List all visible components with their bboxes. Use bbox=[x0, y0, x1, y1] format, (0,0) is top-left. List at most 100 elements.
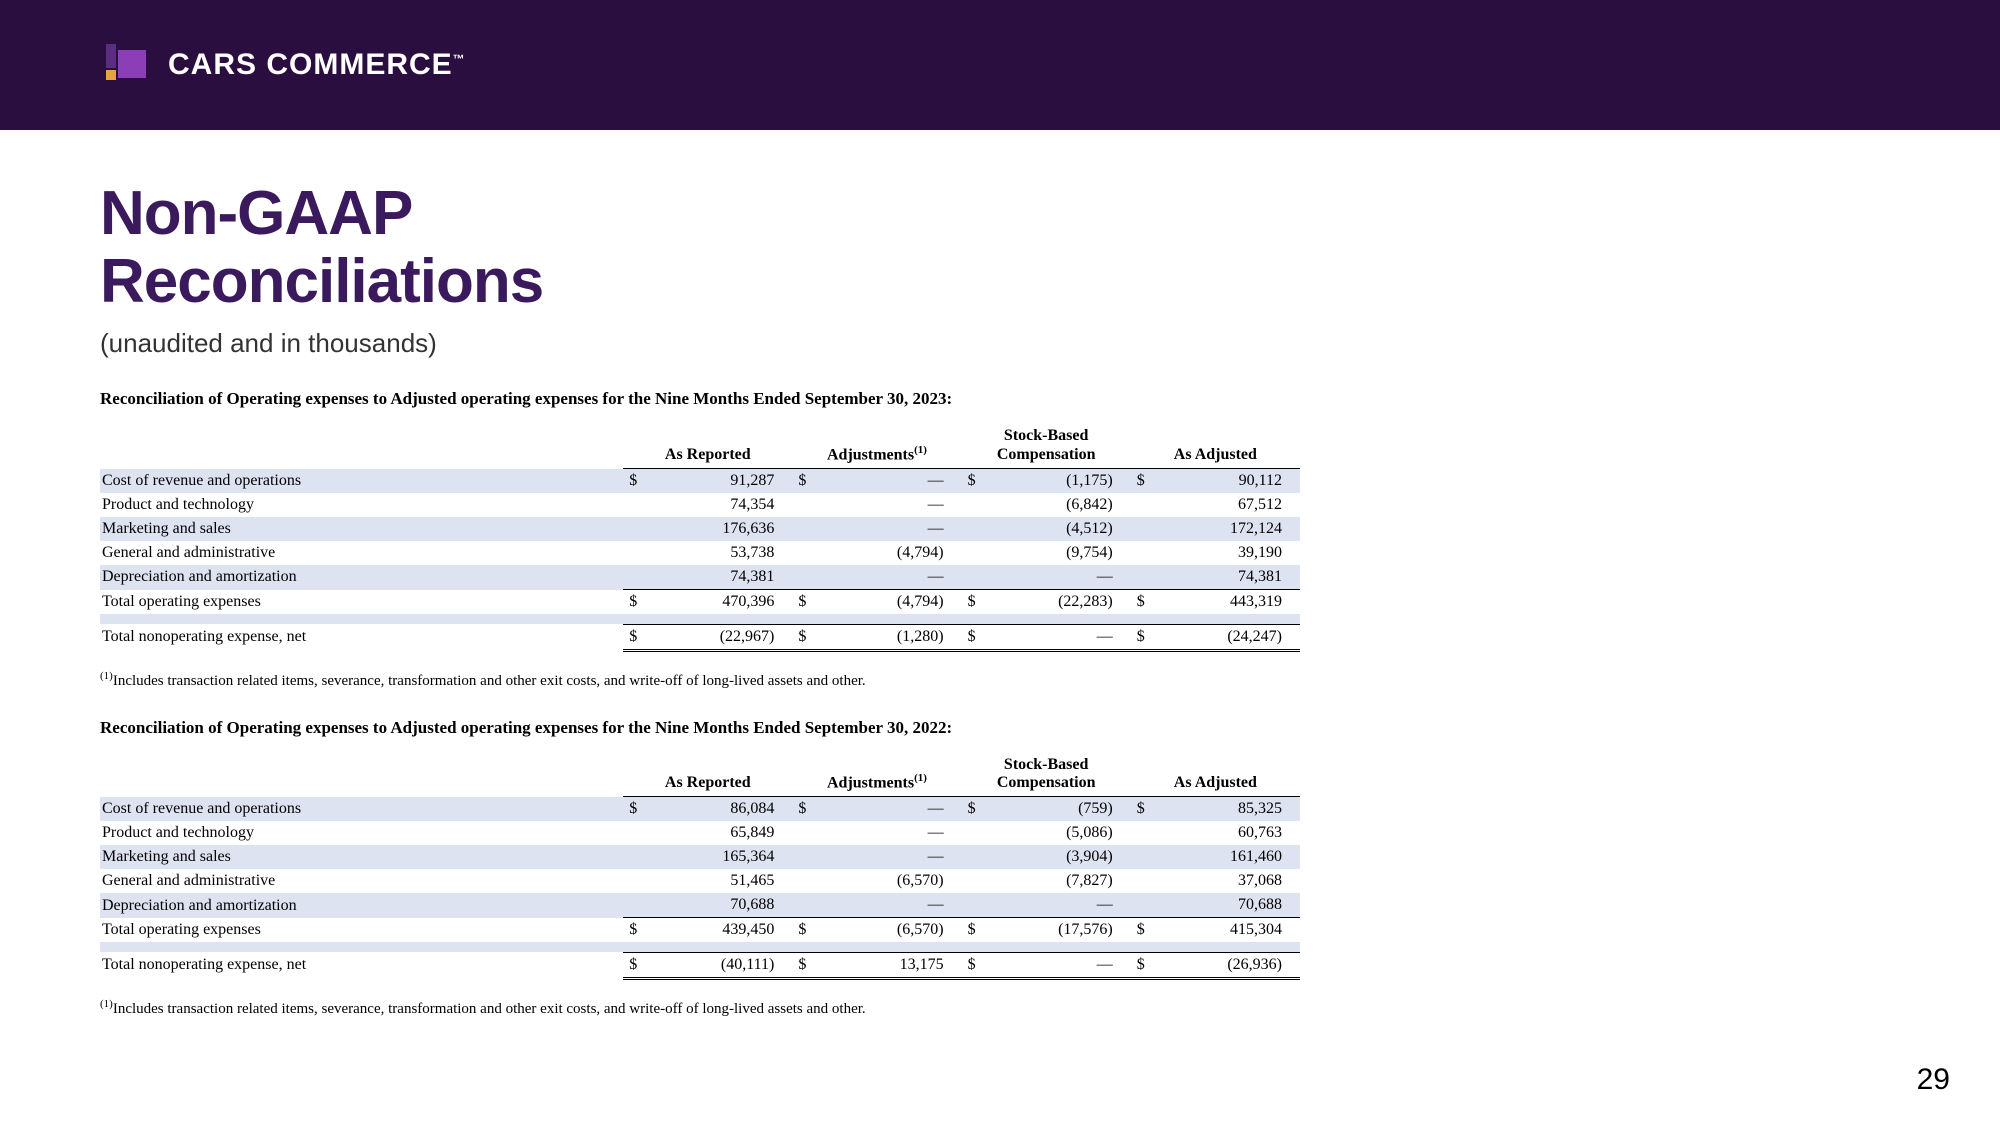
cell-adjustments: (4,794) bbox=[817, 541, 962, 565]
currency-symbol: $ bbox=[1131, 952, 1155, 978]
currency-symbol: $ bbox=[1131, 918, 1155, 943]
table-row: General and administrative 53,738 (4,794… bbox=[100, 541, 1300, 565]
col-adjustments: Adjustments(1) bbox=[792, 752, 961, 797]
currency-symbol bbox=[962, 893, 986, 918]
currency-symbol: $ bbox=[623, 952, 647, 978]
currency-symbol bbox=[623, 493, 647, 517]
table1-heading: Reconciliation of Operating expenses to … bbox=[100, 389, 1900, 409]
currency-symbol bbox=[623, 517, 647, 541]
currency-symbol: $ bbox=[962, 797, 986, 822]
currency-symbol bbox=[1131, 541, 1155, 565]
cell-adjustments: — bbox=[817, 565, 962, 590]
currency-symbol bbox=[792, 845, 816, 869]
currency-symbol: $ bbox=[623, 590, 647, 615]
table-row: Marketing and sales 165,364 — (3,904) 16… bbox=[100, 845, 1300, 869]
cell-stock-comp: (3,904) bbox=[986, 845, 1131, 869]
cell-stock-comp: (4,512) bbox=[986, 517, 1131, 541]
col-adjustments: Adjustments(1) bbox=[792, 423, 961, 468]
currency-symbol: $ bbox=[962, 469, 986, 494]
cell-as-adjusted: 39,190 bbox=[1155, 541, 1300, 565]
currency-symbol: $ bbox=[623, 918, 647, 943]
cell-as-adjusted: 85,325 bbox=[1155, 797, 1300, 822]
cell-as-reported: 86,084 bbox=[648, 797, 793, 822]
cell-as-adjusted: 443,319 bbox=[1155, 590, 1300, 615]
table-row: General and administrative 51,465 (6,570… bbox=[100, 869, 1300, 893]
currency-symbol: $ bbox=[962, 624, 986, 650]
currency-symbol bbox=[792, 565, 816, 590]
cell-as-adjusted: 90,112 bbox=[1155, 469, 1300, 494]
currency-symbol bbox=[962, 869, 986, 893]
logo-icon bbox=[100, 40, 150, 90]
currency-symbol bbox=[623, 869, 647, 893]
footnote-1: (1)Includes transaction related items, s… bbox=[100, 670, 1900, 690]
currency-symbol: $ bbox=[962, 590, 986, 615]
currency-symbol: $ bbox=[792, 952, 816, 978]
cell-as-adjusted: 172,124 bbox=[1155, 517, 1300, 541]
spacer-row bbox=[100, 942, 1300, 952]
col-as-reported: As Reported bbox=[623, 752, 792, 797]
cell-as-reported: 165,364 bbox=[648, 845, 793, 869]
row-label: Product and technology bbox=[100, 493, 623, 517]
currency-symbol bbox=[1131, 493, 1155, 517]
row-label: Depreciation and amortization bbox=[100, 893, 623, 918]
cell-adjustments: — bbox=[817, 493, 962, 517]
currency-symbol bbox=[623, 565, 647, 590]
currency-symbol bbox=[792, 821, 816, 845]
cell-stock-comp: — bbox=[986, 952, 1131, 978]
currency-symbol: $ bbox=[792, 469, 816, 494]
cell-as-reported: 176,636 bbox=[648, 517, 793, 541]
row-label: General and administrative bbox=[100, 541, 623, 565]
currency-symbol: $ bbox=[792, 918, 816, 943]
currency-symbol bbox=[792, 493, 816, 517]
currency-symbol: $ bbox=[1131, 469, 1155, 494]
currency-symbol: $ bbox=[792, 797, 816, 822]
currency-symbol bbox=[962, 845, 986, 869]
slide-content: Non-GAAPReconciliations (unaudited and i… bbox=[0, 130, 2000, 1018]
currency-symbol bbox=[792, 869, 816, 893]
row-label: Total operating expenses bbox=[100, 590, 623, 615]
page-number: 29 bbox=[1917, 1063, 1950, 1097]
row-label: Total operating expenses bbox=[100, 918, 623, 943]
cell-stock-comp: (759) bbox=[986, 797, 1131, 822]
cell-stock-comp: (6,842) bbox=[986, 493, 1131, 517]
cell-stock-comp: — bbox=[986, 624, 1131, 650]
cell-as-adjusted: 74,381 bbox=[1155, 565, 1300, 590]
cell-adjustments: — bbox=[817, 893, 962, 918]
page-title: Non-GAAPReconciliations bbox=[100, 180, 1900, 316]
cell-stock-comp: — bbox=[986, 893, 1131, 918]
cell-as-reported: 53,738 bbox=[648, 541, 793, 565]
cell-adjustments: — bbox=[817, 845, 962, 869]
cell-stock-comp: (5,086) bbox=[986, 821, 1131, 845]
cell-as-adjusted: 60,763 bbox=[1155, 821, 1300, 845]
currency-symbol bbox=[1131, 517, 1155, 541]
row-label: Total nonoperating expense, net bbox=[100, 624, 623, 650]
col-as-adjusted: As Adjusted bbox=[1131, 423, 1300, 468]
table-row: Total operating expenses $470,396 $(4,79… bbox=[100, 590, 1300, 615]
header-bar: CARS COMMERCE™ bbox=[0, 0, 2000, 130]
cell-as-reported: 70,688 bbox=[648, 893, 793, 918]
currency-symbol bbox=[623, 821, 647, 845]
table-row: Product and technology 65,849 — (5,086) … bbox=[100, 821, 1300, 845]
cell-stock-comp: (7,827) bbox=[986, 869, 1131, 893]
col-as-adjusted: As Adjusted bbox=[1131, 752, 1300, 797]
currency-symbol bbox=[1131, 869, 1155, 893]
currency-symbol bbox=[792, 517, 816, 541]
cell-adjustments: (1,280) bbox=[817, 624, 962, 650]
spacer-row bbox=[100, 614, 1300, 624]
currency-symbol bbox=[962, 517, 986, 541]
currency-symbol bbox=[623, 845, 647, 869]
table-row: Total nonoperating expense, net $(22,967… bbox=[100, 624, 1300, 650]
cell-adjustments: (6,570) bbox=[817, 918, 962, 943]
cell-as-reported: 74,381 bbox=[648, 565, 793, 590]
logo-text: CARS COMMERCE™ bbox=[168, 48, 466, 82]
table-row: Total operating expenses $439,450 $(6,57… bbox=[100, 918, 1300, 943]
currency-symbol bbox=[962, 565, 986, 590]
cell-as-adjusted: 415,304 bbox=[1155, 918, 1300, 943]
cell-as-adjusted: 37,068 bbox=[1155, 869, 1300, 893]
col-stock-comp: Stock-BasedCompensation bbox=[962, 752, 1131, 797]
table2-heading: Reconciliation of Operating expenses to … bbox=[100, 718, 1900, 738]
currency-symbol: $ bbox=[792, 624, 816, 650]
currency-symbol bbox=[962, 821, 986, 845]
currency-symbol: $ bbox=[962, 918, 986, 943]
reconciliation-table-2023: As Reported Adjustments(1) Stock-BasedCo… bbox=[100, 423, 1300, 651]
